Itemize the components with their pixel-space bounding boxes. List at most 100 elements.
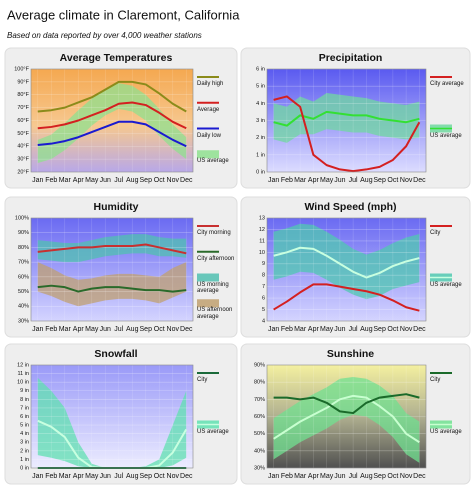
legend-label: City [430, 230, 441, 236]
x-tick-label: Feb [281, 473, 293, 480]
x-tick-label: Apr [73, 326, 85, 333]
plot-border [266, 68, 427, 173]
y-tick-label: 5 [262, 307, 265, 313]
x-tick-label: May [320, 177, 334, 184]
x-tick-label: Feb [45, 177, 57, 184]
x-tick-label: Feb [281, 177, 293, 184]
x-tick-label: Sep [373, 473, 386, 480]
legend-swatch [197, 273, 219, 282]
x-tick-label: Nov [167, 473, 180, 480]
band-line [273, 394, 420, 444]
x-tick-label: Jun [100, 326, 111, 333]
x-tick-label: Jan [268, 326, 279, 333]
y-tick-label: 9 in [20, 388, 29, 394]
y-tick-label: 13 [259, 215, 265, 221]
x-tick-label: Jul [114, 473, 123, 480]
y-tick-label: 60°F [17, 118, 29, 124]
y-tick-label: 11 in [17, 371, 29, 377]
y-tick-label: 5 in [20, 423, 29, 429]
x-tick-label: Jul [114, 326, 123, 333]
y-tick-label: 6 [262, 296, 265, 302]
y-tick-label: 20°F [17, 169, 29, 175]
x-tick-label: Aug [360, 177, 373, 184]
x-tick-label: Oct [387, 326, 398, 333]
chart-title: Precipitation [319, 52, 383, 64]
y-tick-label: 4 [262, 318, 265, 324]
y-tick-label: 5 in [256, 84, 265, 90]
x-tick-label: Jun [334, 473, 345, 480]
y-tick-label: 8 [262, 273, 265, 279]
x-tick-label: Jul [349, 326, 358, 333]
y-tick-label: 40°F [17, 144, 29, 150]
y-tick-label: 6 in [20, 414, 29, 420]
legend-label: Daily low [197, 132, 222, 139]
x-tick-label: Aug [126, 177, 139, 184]
legend-label: US average [430, 132, 462, 139]
plot-border [266, 364, 427, 469]
series-line [37, 243, 187, 255]
x-tick-label: May [85, 177, 99, 184]
x-tick-label: Mar [294, 473, 307, 480]
plot-border [30, 217, 194, 322]
x-tick-label: Jul [349, 177, 358, 184]
band-area [37, 234, 187, 263]
legend-label: US average [197, 428, 229, 435]
x-tick-label: Nov [400, 473, 413, 480]
y-tick-label: 12 in [17, 362, 29, 368]
y-tick-label: 6 in [256, 66, 265, 72]
x-tick-label: Jun [100, 177, 111, 184]
x-tick-label: Mar [294, 326, 307, 333]
y-tick-label: 12 [259, 227, 265, 233]
y-tick-label: 70°F [17, 105, 29, 111]
y-tick-label: 1 in [20, 457, 29, 463]
x-tick-label: Oct [154, 326, 165, 333]
x-tick-label: Aug [360, 473, 373, 480]
legend-label: Daily high [197, 81, 224, 87]
x-tick-label: Jan [268, 473, 279, 480]
x-tick-label: Jan [32, 326, 43, 333]
plot-border [30, 68, 194, 173]
series-line [37, 101, 187, 130]
legend-label: Average [197, 106, 220, 113]
y-tick-label: 100°F [14, 66, 29, 72]
y-tick-label: 50% [18, 289, 29, 295]
x-tick-label: Jul [349, 473, 358, 480]
x-tick-label: Aug [360, 326, 373, 333]
x-tick-label: Feb [45, 473, 57, 480]
legend-label: US average [197, 158, 229, 165]
chart-title: Average Temperatures [60, 52, 173, 64]
x-tick-label: Oct [154, 177, 165, 184]
x-tick-label: Dec [413, 473, 426, 480]
y-tick-label: 60% [254, 414, 265, 420]
x-tick-label: Oct [387, 177, 398, 184]
x-tick-label: Mar [59, 177, 72, 184]
band-area [37, 262, 187, 307]
x-tick-label: May [85, 473, 99, 480]
band-area [273, 93, 420, 143]
y-tick-label: 4 in [20, 431, 29, 437]
x-tick-label: Oct [154, 473, 165, 480]
x-tick-label: Nov [400, 326, 413, 333]
series-line [37, 80, 187, 113]
y-tick-label: 60% [18, 274, 29, 280]
x-tick-label: Apr [73, 473, 85, 480]
y-tick-label: 50% [254, 431, 265, 437]
y-tick-label: 40% [254, 448, 265, 454]
y-tick-label: 90% [18, 230, 29, 236]
legend-label: US morning average [197, 281, 229, 295]
x-tick-label: Jan [32, 177, 43, 184]
y-tick-label: 0 in [20, 465, 29, 471]
legend-swatch [197, 150, 219, 159]
band-line [273, 110, 420, 127]
chart-title: Wind Speed (mph) [304, 201, 396, 213]
x-tick-label: May [85, 326, 99, 333]
x-tick-label: Nov [400, 177, 413, 184]
y-tick-label: 9 [262, 261, 265, 267]
x-tick-label: Apr [308, 473, 320, 480]
band-area [37, 83, 187, 163]
x-tick-label: Aug [126, 473, 139, 480]
y-tick-label: 90°F [17, 79, 29, 85]
x-tick-label: Jul [114, 177, 123, 184]
plot-border [266, 217, 427, 322]
